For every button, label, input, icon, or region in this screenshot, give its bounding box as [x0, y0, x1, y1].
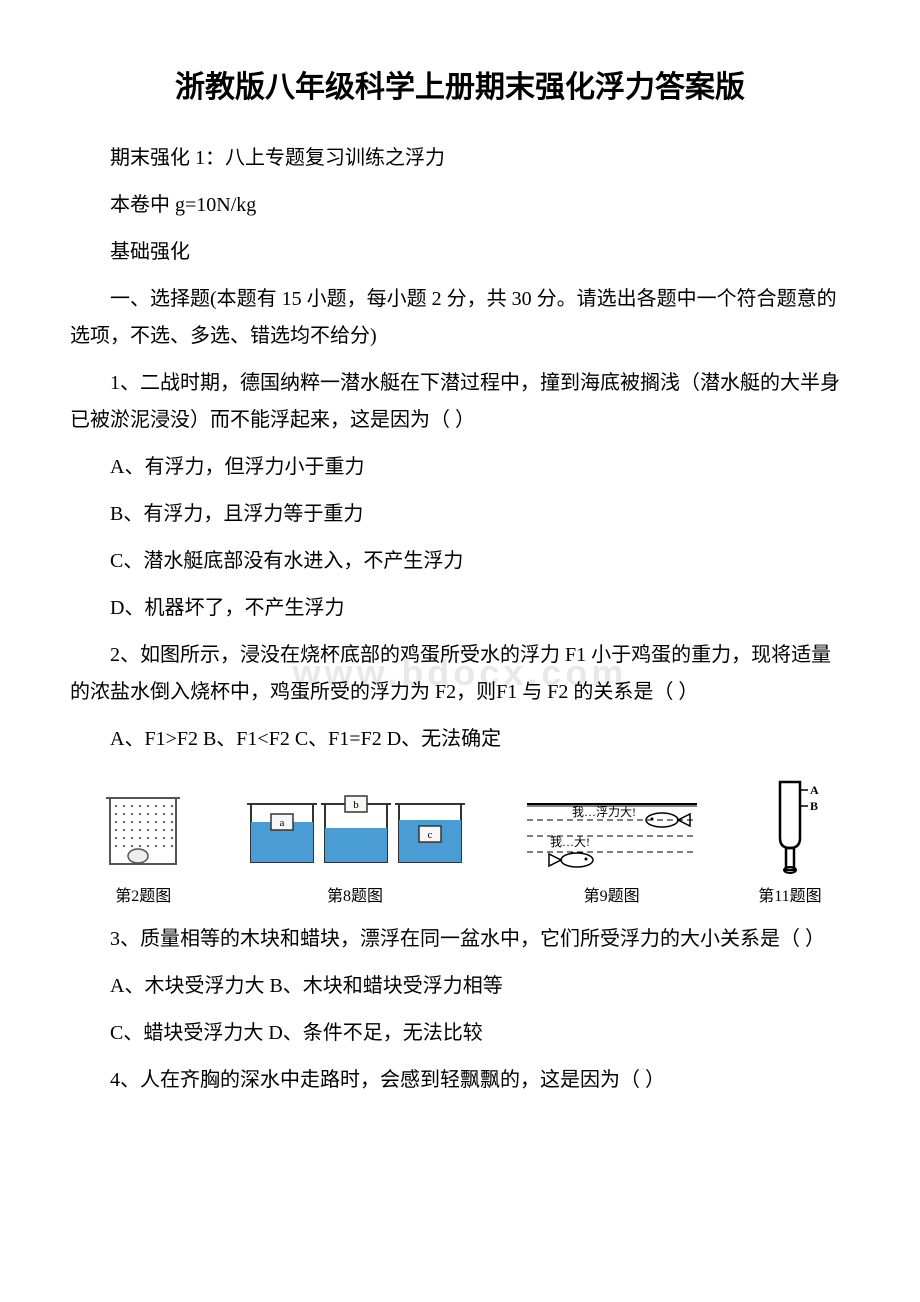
tube-icon: A B	[760, 776, 820, 876]
q4-stem: 4、人在齐胸的深水中走路时，会感到轻飘飘的，这是因为（ ）	[70, 1062, 850, 1099]
fig-q9-label: 第9题图	[584, 882, 640, 912]
fig-q2: 第2题图	[98, 786, 188, 912]
page-title: 浙教版八年级科学上册期末强化浮力答案版	[70, 60, 850, 116]
fig-q8: a b c	[245, 786, 465, 912]
box-b-label: b	[353, 799, 359, 811]
document-body: 浙教版八年级科学上册期末强化浮力答案版 期末强化 1：八上专题复习训练之浮力 本…	[70, 60, 850, 1099]
subtitle: 期末强化 1：八上专题复习训练之浮力	[70, 140, 850, 177]
fig-q11: A B 第11题图	[758, 776, 821, 912]
q3-opts-ab: A、木块受浮力大 B、木块和蜡块受浮力相等	[70, 968, 850, 1005]
q1-stem: 1、二战时期，德国纳粹一潜水艇在下潜过程中，撞到海底被搁浅（潜水艇的大半身已被淤…	[70, 365, 850, 439]
fish1-text: 我…浮力大!	[572, 805, 636, 819]
q2-stem: 2、如图所示，浸没在烧杯底部的鸡蛋所受水的浮力 F1 小于鸡蛋的重力，现将适量的…	[70, 637, 850, 711]
beaker-egg-icon	[98, 786, 188, 876]
tube-label-b: B	[810, 799, 818, 813]
tube-label-a: A	[810, 783, 819, 797]
box-a-label: a	[280, 817, 285, 829]
q1-opt-b: B、有浮力，且浮力等于重力	[70, 496, 850, 533]
three-containers-icon: a b c	[245, 786, 465, 876]
box-c-label: c	[428, 829, 433, 841]
fish-dialogue-icon: 我…浮力大! 我…大!	[522, 786, 702, 876]
q3-opts-cd: C、蜡块受浮力大 D、条件不足，无法比较	[70, 1015, 850, 1052]
fig-q2-label: 第2题图	[115, 882, 171, 912]
fig-q8-label: 第8题图	[327, 882, 383, 912]
q1-opt-d: D、机器坏了，不产生浮力	[70, 590, 850, 627]
figure-row: 第2题图 a	[70, 776, 850, 912]
fig-q11-label: 第11题图	[758, 882, 821, 912]
q1-opt-c: C、潜水艇底部没有水进入，不产生浮力	[70, 543, 850, 580]
q3-stem: 3、质量相等的木块和蜡块，漂浮在同一盆水中，它们所受浮力的大小关系是（ ）	[70, 921, 850, 958]
section-heading: 基础强化	[70, 234, 850, 271]
fig-q9: 我…浮力大! 我…大! 第9题图	[522, 786, 702, 912]
instructions: 一、选择题(本题有 15 小题，每小题 2 分，共 30 分。请选出各题中一个符…	[70, 281, 850, 355]
g-constant: 本卷中 g=10N/kg	[70, 187, 850, 224]
fish2-text: 我…大!	[550, 835, 590, 849]
q1-opt-a: A、有浮力，但浮力小于重力	[70, 449, 850, 486]
q2-opts: A、F1>F2 B、F1<F2 C、F1=F2 D、无法确定	[70, 721, 850, 758]
